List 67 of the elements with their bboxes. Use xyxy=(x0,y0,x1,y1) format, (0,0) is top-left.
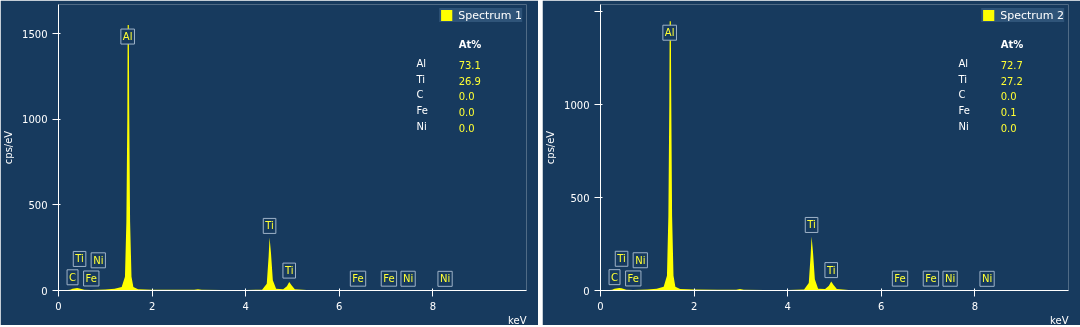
annotation: 0.0 xyxy=(458,122,475,134)
annotation: Al xyxy=(664,27,675,39)
x-axis-title: keV xyxy=(1050,314,1069,326)
annotation: 0.0 xyxy=(458,91,475,103)
y-axis-title: cps/eV xyxy=(3,130,15,165)
annotation: C xyxy=(611,271,619,283)
annotation: Fe xyxy=(352,273,364,285)
x-tick-label: 6 xyxy=(336,300,343,312)
annotation: Fe xyxy=(383,273,395,285)
y-tick-label: 1000 xyxy=(22,114,48,126)
x-tick-label: 8 xyxy=(429,300,437,312)
annotation: Fe xyxy=(85,272,97,284)
annotation: Ti xyxy=(74,253,84,265)
legend-label: Spectrum 2 xyxy=(1000,8,1064,22)
annotation: Ni xyxy=(402,273,414,285)
x-tick-label: 4 xyxy=(242,300,249,312)
annotation: C xyxy=(958,89,966,101)
annotation: Ni xyxy=(958,120,969,132)
annotation: Ni xyxy=(439,273,451,285)
annotation: Fe xyxy=(416,105,428,117)
annotation: 72.7 xyxy=(1000,59,1023,71)
annotation: Ni xyxy=(635,254,646,266)
annotation: At% xyxy=(1000,39,1024,51)
x-tick-label: 2 xyxy=(148,300,156,312)
annotation: Ti xyxy=(264,220,274,232)
x-tick-label: 8 xyxy=(971,300,979,312)
annotation: 73.1 xyxy=(458,59,481,71)
annotation: C xyxy=(69,271,77,283)
annotation: Ti xyxy=(806,219,816,231)
x-tick-label: 0 xyxy=(597,300,604,312)
y-tick-label: 0 xyxy=(41,285,48,297)
x-tick-label: 4 xyxy=(784,300,791,312)
annotation: Ti xyxy=(825,264,836,276)
annotation: 0.0 xyxy=(1000,91,1017,103)
annotation: 0.1 xyxy=(1000,107,1017,119)
x-tick-label: 2 xyxy=(690,300,698,312)
annotation: Fe xyxy=(894,273,906,285)
annotation: Ti xyxy=(957,73,968,85)
x-tick-label: 0 xyxy=(55,300,62,312)
y-tick-label: 500 xyxy=(28,199,48,211)
annotation: Ni xyxy=(416,120,427,132)
annotation: 26.9 xyxy=(458,75,481,87)
x-tick-label: 6 xyxy=(878,300,885,312)
annotation: At% xyxy=(458,39,482,51)
annotation: C xyxy=(416,89,424,101)
annotation: Fe xyxy=(627,272,639,284)
y-tick-label: 1500 xyxy=(22,28,48,40)
y-tick-label: 1000 xyxy=(564,99,590,111)
annotation: Ti xyxy=(415,73,426,85)
annotation: Fe xyxy=(958,105,970,117)
x-axis-title: keV xyxy=(508,314,527,326)
y-tick-label: 0 xyxy=(583,285,590,297)
annotation: Al xyxy=(122,31,133,43)
annotation: 0.0 xyxy=(1000,122,1017,134)
annotation: Ni xyxy=(981,273,993,285)
legend-label: Spectrum 1 xyxy=(458,8,522,22)
annotation: 0.0 xyxy=(458,107,475,119)
annotation: Ti xyxy=(616,253,626,265)
annotation: Al xyxy=(958,57,969,69)
annotation: 27.2 xyxy=(1000,75,1023,87)
y-axis-title: cps/eV xyxy=(545,130,557,165)
annotation: Ni xyxy=(944,273,956,285)
annotation: Ni xyxy=(93,254,104,266)
annotation: Ti xyxy=(283,265,294,277)
annotation: Al xyxy=(416,57,427,69)
y-tick-label: 500 xyxy=(570,192,590,204)
annotation: Fe xyxy=(925,273,937,285)
